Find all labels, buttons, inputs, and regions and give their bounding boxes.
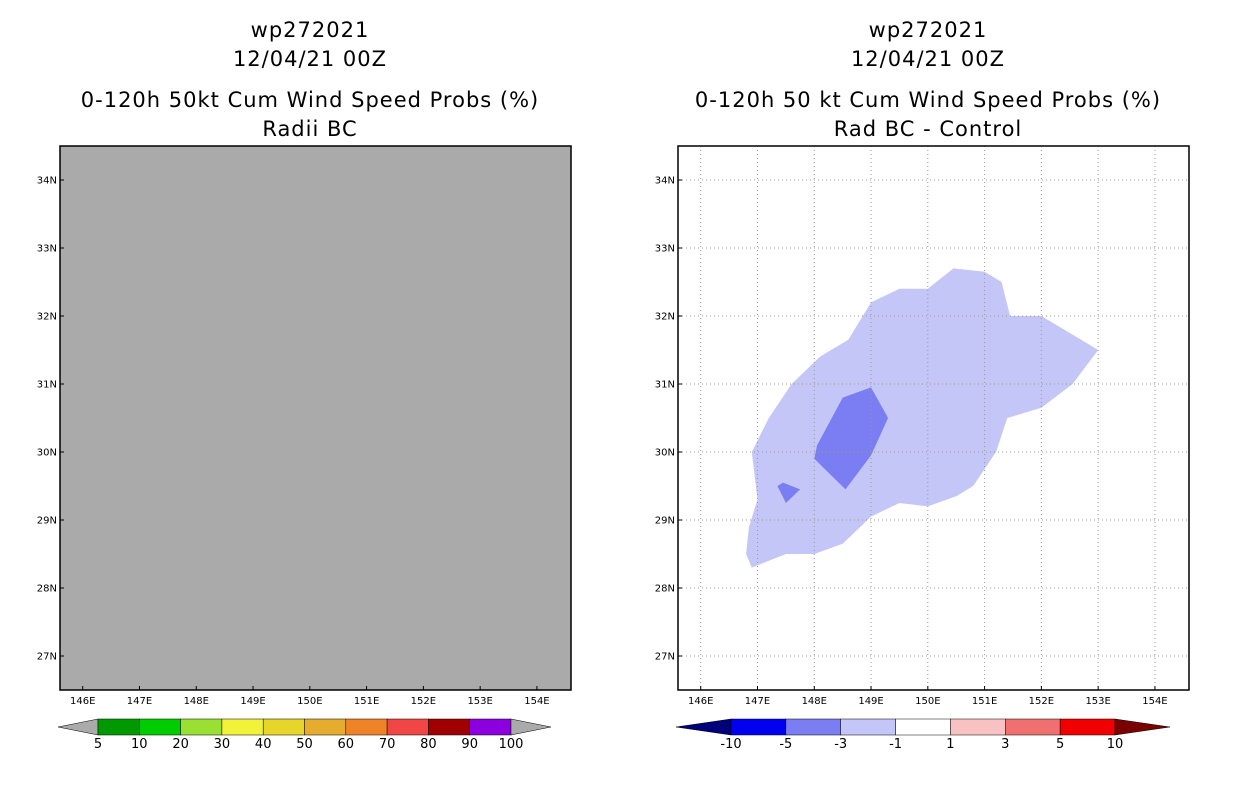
right-chart-title: wp272021 12/04/21 00Z 0-120h 50 kt Cum W… xyxy=(648,16,1208,144)
left-colorbar-label-3: 30 xyxy=(214,737,231,752)
right-colorbar-box-2 xyxy=(840,718,896,736)
right-y-tick-label-5: 32N xyxy=(655,312,675,323)
right-x-tick-label-8: 154E xyxy=(1142,696,1167,707)
right-y-tick-label-6: 33N xyxy=(655,244,675,255)
left-y-tick-label-6: 33N xyxy=(37,244,57,255)
left-plot-frame xyxy=(59,145,572,691)
left-x-tick-label-3: 149E xyxy=(240,696,265,707)
right-plot-frame xyxy=(677,145,1190,691)
right-x-tick-label-1: 147E xyxy=(745,696,770,707)
right-colorbar-box-1 xyxy=(785,718,841,736)
left-y-tick-label-0: 27N xyxy=(37,652,57,663)
right-x-tick-label-4: 150E xyxy=(915,696,940,707)
left-y-tick-label-3: 30N xyxy=(37,448,57,459)
right-y-tick-label-1: 28N xyxy=(655,584,675,595)
right-product-title: 0-120h 50 kt Cum Wind Speed Probs (%) xyxy=(694,88,1162,112)
left-y-tick-label-5: 32N xyxy=(37,312,57,323)
right-colorbar-label-5: 3 xyxy=(1001,737,1009,752)
right-x-tick-label-7: 153E xyxy=(1085,696,1110,707)
right-colorbar-box-6 xyxy=(1059,718,1116,736)
left-x-tick-label-2: 148E xyxy=(184,696,209,707)
left-colorbar-box-0 xyxy=(97,718,140,736)
right-chart: 146E 147E 148E 149E 150E 151E 152E 153E 154E 27N 2… xyxy=(655,145,1190,752)
left-colorbar-label-8: 80 xyxy=(420,737,437,752)
right-colorbar-label-6: 5 xyxy=(1056,737,1064,752)
right-contour-1 xyxy=(814,387,889,490)
left-colorbar-high-arrow xyxy=(510,718,552,736)
right-colorbar-high-arrow xyxy=(1114,718,1171,736)
left-colorbar-box-9 xyxy=(469,718,512,736)
left-x-tick-label-4: 150E xyxy=(297,696,322,707)
left-colorbar-box-8 xyxy=(428,718,470,736)
right-colorbar-label-7: 10 xyxy=(1107,737,1124,752)
left-colorbar-label-6: 60 xyxy=(338,737,355,752)
right-y-tick-label-3: 30N xyxy=(655,448,675,459)
right-colorbar-label-3: -1 xyxy=(889,737,902,752)
right-colorbar-box-5 xyxy=(1005,718,1061,736)
left-colorbar-box-1 xyxy=(139,718,181,736)
left-y-tick-label-1: 28N xyxy=(37,584,57,595)
left-colorbar-label-5: 50 xyxy=(296,737,313,752)
left-colorbar-low-arrow xyxy=(57,718,99,736)
left-y-tick-label-7: 34N xyxy=(37,176,57,187)
left-x-tick-label-7: 153E xyxy=(467,696,492,707)
left-colorbar-label-9: 90 xyxy=(461,737,478,752)
left-colorbar-box-3 xyxy=(221,718,264,736)
left-colorbar-box-7 xyxy=(386,718,429,736)
right-datetime: 12/04/21 00Z xyxy=(850,47,1006,71)
right-x-tick-label-6: 152E xyxy=(1029,696,1054,707)
right-y-tick-label-7: 34N xyxy=(655,176,675,187)
left-colorbar-label-0: 5 xyxy=(94,737,102,752)
left-x-tick-label-6: 152E xyxy=(411,696,436,707)
right-x-tick-label-0: 146E xyxy=(688,696,713,707)
right-y-tick-label-0: 27N xyxy=(655,652,675,663)
right-contour-2 xyxy=(777,482,801,503)
left-colorbar-label-2: 20 xyxy=(172,737,189,752)
left-chart-title: wp272021 12/04/21 00Z 0-120h 50kt Cum Wi… xyxy=(30,16,590,144)
left-x-tick-label-5: 151E xyxy=(354,696,379,707)
left-colorbar-label-4: 40 xyxy=(255,737,272,752)
right-x-tick-label-2: 148E xyxy=(802,696,827,707)
right-subtitle: Rad BC - Control xyxy=(833,117,1023,141)
left-x-tick-label-8: 154E xyxy=(524,696,549,707)
left-colorbar-label-10: 100 xyxy=(499,737,524,752)
right-colorbar-label-2: -3 xyxy=(834,737,847,752)
right-colorbar-label-0: -10 xyxy=(720,737,741,752)
right-y-tick-label-2: 29N xyxy=(655,516,675,527)
left-plot-area xyxy=(60,146,571,690)
right-colorbar-label-4: 1 xyxy=(946,737,954,752)
left-colorbar-box-5 xyxy=(304,718,347,736)
left-chart: 146E 147E 148E 149E 150E 151E 152E 153E 154E 27N 2… xyxy=(37,145,572,752)
right-colorbar-box-4 xyxy=(950,718,1006,736)
right-x-tick-label-5: 151E xyxy=(972,696,997,707)
right-y-tick-label-4: 31N xyxy=(655,380,675,391)
left-colorbar-label-1: 10 xyxy=(131,737,148,752)
left-colorbar-box-2 xyxy=(180,718,223,736)
right-colorbar-box-0 xyxy=(730,718,787,736)
left-storm-id: wp272021 xyxy=(250,18,370,42)
left-datetime: 12/04/21 00Z xyxy=(232,47,388,71)
left-x-tick-label-0: 146E xyxy=(70,696,95,707)
right-colorbar-label-1: -5 xyxy=(779,737,792,752)
left-subtitle: Radii BC xyxy=(262,117,358,141)
left-colorbar-label-7: 70 xyxy=(379,737,396,752)
left-y-tick-label-4: 31N xyxy=(37,380,57,391)
right-contour-0 xyxy=(746,268,1099,568)
right-storm-id: wp272021 xyxy=(868,18,988,42)
left-product-title: 0-120h 50kt Cum Wind Speed Probs (%) xyxy=(80,88,540,112)
left-x-tick-label-1: 147E xyxy=(127,696,152,707)
right-colorbar-low-arrow xyxy=(675,718,732,736)
left-y-tick-label-2: 29N xyxy=(37,516,57,527)
left-colorbar-box-6 xyxy=(345,718,388,736)
right-colorbar-box-3 xyxy=(895,718,951,736)
right-x-tick-label-3: 149E xyxy=(858,696,883,707)
left-colorbar-box-4 xyxy=(262,718,305,736)
